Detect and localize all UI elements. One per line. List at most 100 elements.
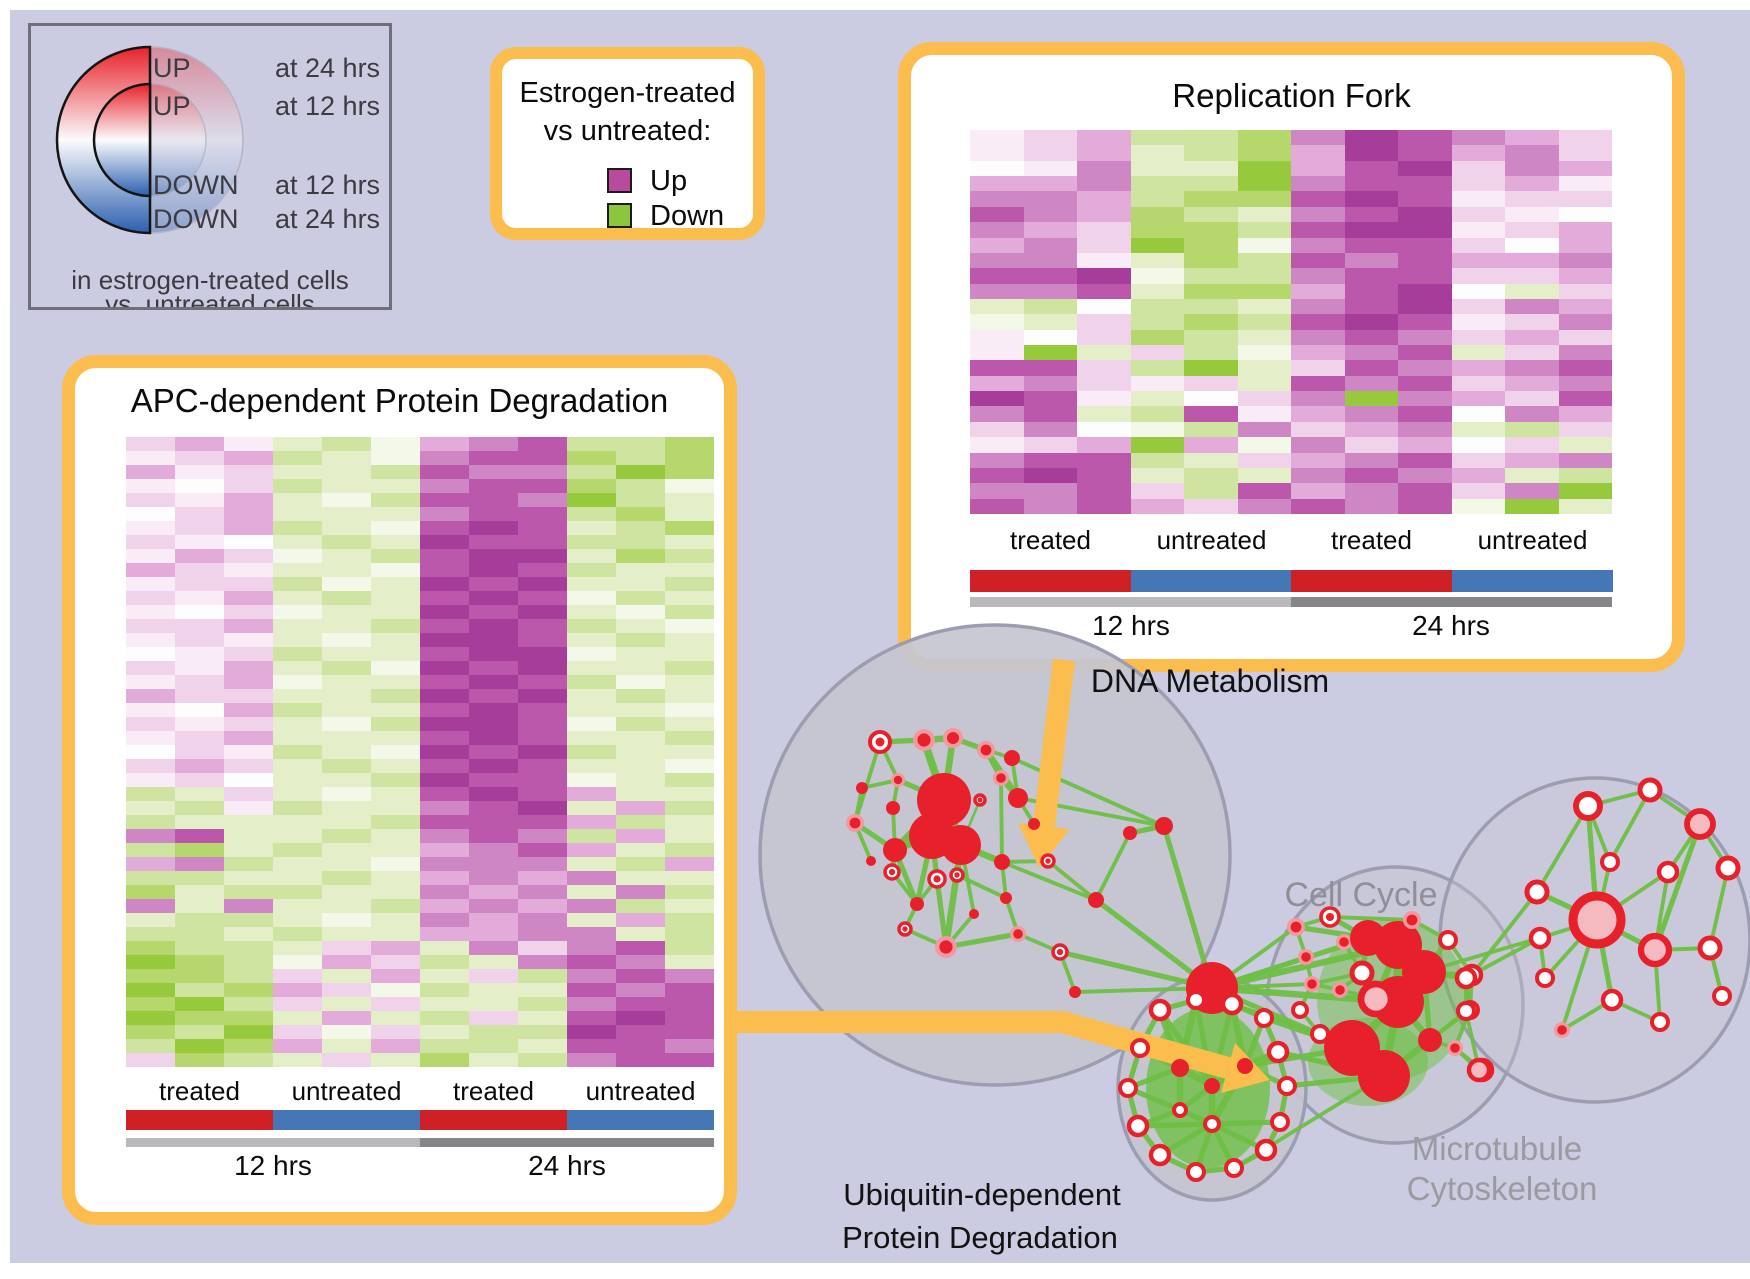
heatmap-cell xyxy=(665,843,714,857)
treated-bar xyxy=(970,570,1131,592)
heatmap-row xyxy=(126,493,714,507)
heatmap-cell xyxy=(1505,360,1559,376)
heatmap-cell xyxy=(371,451,420,465)
heatmap-cell xyxy=(371,493,420,507)
heatmap-cell xyxy=(1558,498,1612,514)
heatmap-cell xyxy=(1023,391,1077,407)
heatmap-cell xyxy=(175,647,224,661)
heatmap-cell xyxy=(420,717,469,731)
heatmap-cell xyxy=(1237,406,1291,422)
heatmap-cell xyxy=(224,1025,273,1039)
heatmap-cell xyxy=(1023,130,1077,146)
gene-node-core xyxy=(1335,985,1345,995)
heatmap-cell xyxy=(1451,191,1505,207)
heatmap-cell xyxy=(126,997,175,1011)
gene-node xyxy=(1418,1028,1442,1052)
heatmap-cell xyxy=(371,759,420,773)
heatmap-cell xyxy=(1398,160,1452,177)
heatmap-cell xyxy=(224,829,273,843)
heatmap-cell xyxy=(1184,160,1238,177)
heatmap-cell xyxy=(1291,360,1345,376)
heatmap-cell xyxy=(1451,206,1505,223)
heatmap-cell xyxy=(1023,406,1077,422)
heatmap-cell xyxy=(1451,452,1505,468)
heatmap-cell xyxy=(371,731,420,745)
heatmap-cell xyxy=(567,857,616,871)
heatmap-cell xyxy=(126,1053,175,1067)
group-label: untreated xyxy=(1156,525,1267,555)
network-edge xyxy=(934,876,949,950)
heatmap-cell xyxy=(469,745,518,759)
heatmap-cell xyxy=(518,1025,567,1039)
heatmap-cell xyxy=(371,787,420,801)
gene-node-ring xyxy=(1528,926,1552,950)
heatmap-cell xyxy=(1130,283,1184,299)
heatmap-cell xyxy=(665,815,714,829)
heatmap-row xyxy=(126,675,714,689)
heatmap-cell xyxy=(175,675,224,689)
gene-node-ring xyxy=(1637,777,1663,803)
heatmap-cell xyxy=(175,591,224,605)
heatmap-cell xyxy=(322,1039,371,1053)
gene-node-ring xyxy=(1203,1115,1221,1133)
heatmap-cell xyxy=(1077,298,1131,315)
heatmap-cell xyxy=(1184,252,1238,269)
heatmap-cell xyxy=(420,521,469,535)
heatmap-cell xyxy=(1130,483,1184,499)
heatmap-cell xyxy=(273,913,322,927)
heatmap-cell xyxy=(1077,375,1131,392)
down-color-swatch xyxy=(607,203,632,228)
heatmap-cell xyxy=(665,647,714,661)
heatmap-cell xyxy=(518,941,567,955)
heatmap-cell xyxy=(616,829,665,843)
heatmap-cell xyxy=(567,1025,616,1039)
heatmap-cell xyxy=(469,871,518,885)
heatmap-cell xyxy=(175,717,224,731)
heatmap-cell xyxy=(1291,329,1345,346)
heatmap-cell xyxy=(970,329,1024,346)
heatmap-cell xyxy=(518,493,567,507)
heatmap-cell xyxy=(1237,130,1291,146)
heatmap-cell xyxy=(1398,360,1452,376)
heatmap-cell xyxy=(273,493,322,507)
heatmap-cell xyxy=(1291,145,1345,161)
heatmap-cell xyxy=(1451,360,1505,376)
heatmap-cell xyxy=(1505,268,1559,284)
heatmap-row xyxy=(126,535,714,549)
heatmap-cell xyxy=(224,913,273,927)
heatmap-cell xyxy=(322,633,371,647)
heatmap-cell xyxy=(1077,145,1131,161)
heatmap-cell xyxy=(567,885,616,899)
heatmap-cell xyxy=(616,689,665,703)
heatmap-cell xyxy=(567,619,616,633)
heatmap-cell xyxy=(1398,176,1452,192)
heatmap-cell xyxy=(175,1039,224,1053)
heatmap-cell xyxy=(126,535,175,549)
heatmap-row xyxy=(970,375,1612,392)
heatmap-cell xyxy=(469,801,518,815)
heatmap-cell xyxy=(1505,314,1559,330)
heatmap-cell xyxy=(126,1025,175,1039)
heatmap-cell xyxy=(273,1053,322,1067)
heatmap-cell xyxy=(567,507,616,521)
heatmap-cell xyxy=(616,451,665,465)
heatmap-cell xyxy=(665,563,714,577)
heatmap-cell xyxy=(420,955,469,969)
heatmap-cell xyxy=(175,479,224,493)
heatmap-cell xyxy=(224,997,273,1011)
heatmap-cell xyxy=(322,605,371,619)
heatmap-cell xyxy=(371,549,420,563)
down-label: Down xyxy=(650,200,725,232)
heatmap-cell xyxy=(665,675,714,689)
heatmap-cell xyxy=(1398,145,1452,161)
heatmap-cell xyxy=(1505,345,1559,361)
heatmap-cell xyxy=(1344,483,1398,499)
heatmap-cell xyxy=(1558,237,1612,253)
heatmap-cell xyxy=(518,955,567,969)
heatmap-cell xyxy=(665,689,714,703)
gene-node xyxy=(1000,892,1012,904)
gene-node-ring xyxy=(1224,1158,1244,1178)
heatmap-cell xyxy=(1344,130,1398,146)
heatmap-cell xyxy=(322,465,371,479)
heatmap-cell xyxy=(371,661,420,675)
